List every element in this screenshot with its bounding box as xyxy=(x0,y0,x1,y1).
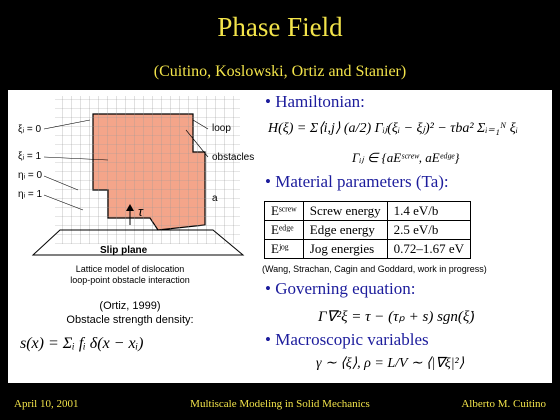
equation: Γᵢⱼ ∈ {aEˢᶜʳᵉʷ, aEᵉᵈᵍᵉ} xyxy=(352,150,460,165)
caption: Lattice model of dislocation xyxy=(75,264,185,274)
lattice-grid xyxy=(55,96,240,244)
equation: Γ∇²ξ = τ − (τₚ + s) sgn(ξ̇) xyxy=(318,309,475,325)
bullet: • Governing equation: xyxy=(265,279,416,298)
bullet: • Material parameters (Ta): xyxy=(265,172,449,191)
title: Phase Field xyxy=(217,12,343,42)
bullet: • Macroscopic variables xyxy=(265,330,429,349)
bullet-text: Macroscopic variables xyxy=(275,330,429,349)
cell: Jog energies xyxy=(302,239,388,259)
caption: loop-point obstacle interaction xyxy=(70,275,190,285)
plane-label: Slip plane xyxy=(100,245,148,256)
spacing-label: a xyxy=(212,193,218,204)
leader xyxy=(43,175,79,191)
equation: γ ∼ ⟨ξ⟩, ρ = L/V ∼ ⟨|∇ξ|²⟩ xyxy=(316,356,465,371)
density-equation: s(x) = Σᵢ fᵢ δ(x − xᵢ) xyxy=(20,335,144,352)
legend-label: ηᵢ = 0 xyxy=(18,170,43,181)
cell: 1.4 eV/b xyxy=(386,201,472,221)
bullet-text: Governing equation: xyxy=(275,279,416,298)
cell: 2.5 eV/b xyxy=(386,220,472,240)
parameter-table: Eˢᶜʳᵉʷ Screw energy 1.4 eV/b Eᵉᵈᵍᵉ Edge ene… xyxy=(264,201,472,259)
bullet-text: Material parameters (Ta): xyxy=(275,172,449,191)
leader xyxy=(43,194,84,211)
leader xyxy=(43,119,91,130)
cell: Eᵉᵈᵍᵉ xyxy=(264,220,304,240)
legend-label: ξᵢ = 1 xyxy=(18,151,42,162)
bullet-text: Hamiltonian: xyxy=(275,92,365,111)
cell: Screw energy xyxy=(302,201,388,221)
equation: H(ξ) = Σ⟨i,j⟩ (a/2) Γᵢⱼ(ξᵢ − ξⱼ)² − τba²… xyxy=(268,121,518,136)
cell: Eˢᶜʳᵉʷ xyxy=(264,201,304,221)
lattice-figure xyxy=(31,96,245,256)
stress-label: τ xyxy=(138,204,143,219)
density-label: Obstacle strength density: xyxy=(66,314,194,326)
bullet: • Hamiltonian: xyxy=(265,92,365,111)
leader xyxy=(185,129,209,158)
stress-arrow-head xyxy=(126,204,134,211)
legend-label: ξᵢ = 0 xyxy=(18,124,42,135)
leader xyxy=(43,156,109,161)
citation: (Wang, Strachan, Cagin and Goddard, work… xyxy=(262,264,487,274)
footer-author: Alberto M. Cuitino xyxy=(461,398,546,410)
cell: 0.72–1.67 eV xyxy=(386,239,472,259)
reference: (Ortiz, 1999) xyxy=(99,300,161,312)
legend-label: ηᵢ = 1 xyxy=(18,189,43,200)
cell: Edge energy xyxy=(302,220,388,240)
leader xyxy=(192,119,209,130)
footer-course: Multiscale Modeling in Solid Mechanics xyxy=(190,398,370,410)
subtitle: (Cuitino, Koslowski, Ortiz and Stanier) xyxy=(153,63,407,80)
footer-date: April 10, 2001 xyxy=(14,398,79,410)
slip-plane-outline xyxy=(31,229,245,256)
obstacles-label: obstacles xyxy=(212,152,255,163)
cell: Eʲᵒᵍ xyxy=(264,239,304,259)
loop-label: loop xyxy=(212,123,231,134)
